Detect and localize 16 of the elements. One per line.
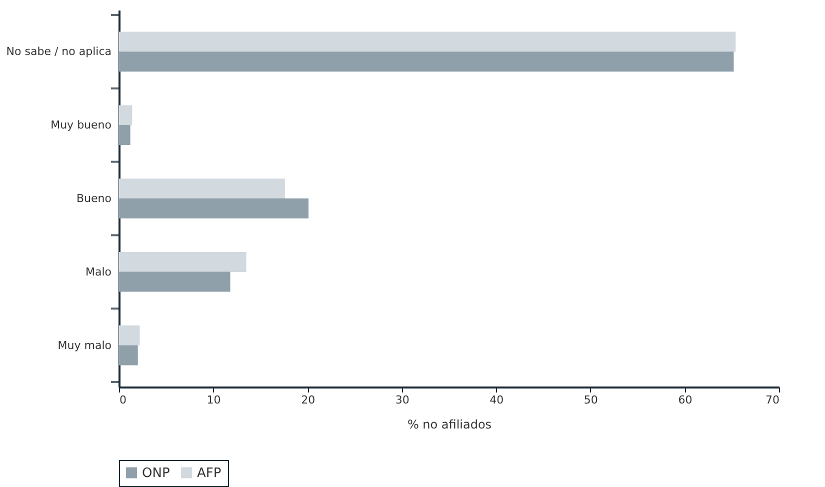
legend-label: ONP [142, 466, 170, 481]
x-tick-label: 60 [678, 394, 692, 406]
x-tick-label: 10 [206, 394, 221, 406]
y-tick-label: Muy bueno [50, 118, 112, 132]
x-tick-label: 40 [490, 394, 504, 406]
x-tick-label: 70 [766, 394, 780, 406]
x-tick-label: 50 [584, 394, 598, 406]
y-tick-label: Malo [85, 265, 112, 278]
y-tick-label: Muy malo [58, 338, 112, 352]
y-tick-label: Bueno [76, 192, 112, 205]
y-tick-label: No sabe / no aplica [6, 45, 112, 58]
x-axis-title: % no afiliados [407, 418, 492, 432]
legend-label: AFP [197, 466, 222, 481]
x-tick-label: 30 [395, 394, 410, 406]
x-tick-label: 0 [120, 394, 126, 406]
x-tick-label: 20 [301, 394, 316, 406]
